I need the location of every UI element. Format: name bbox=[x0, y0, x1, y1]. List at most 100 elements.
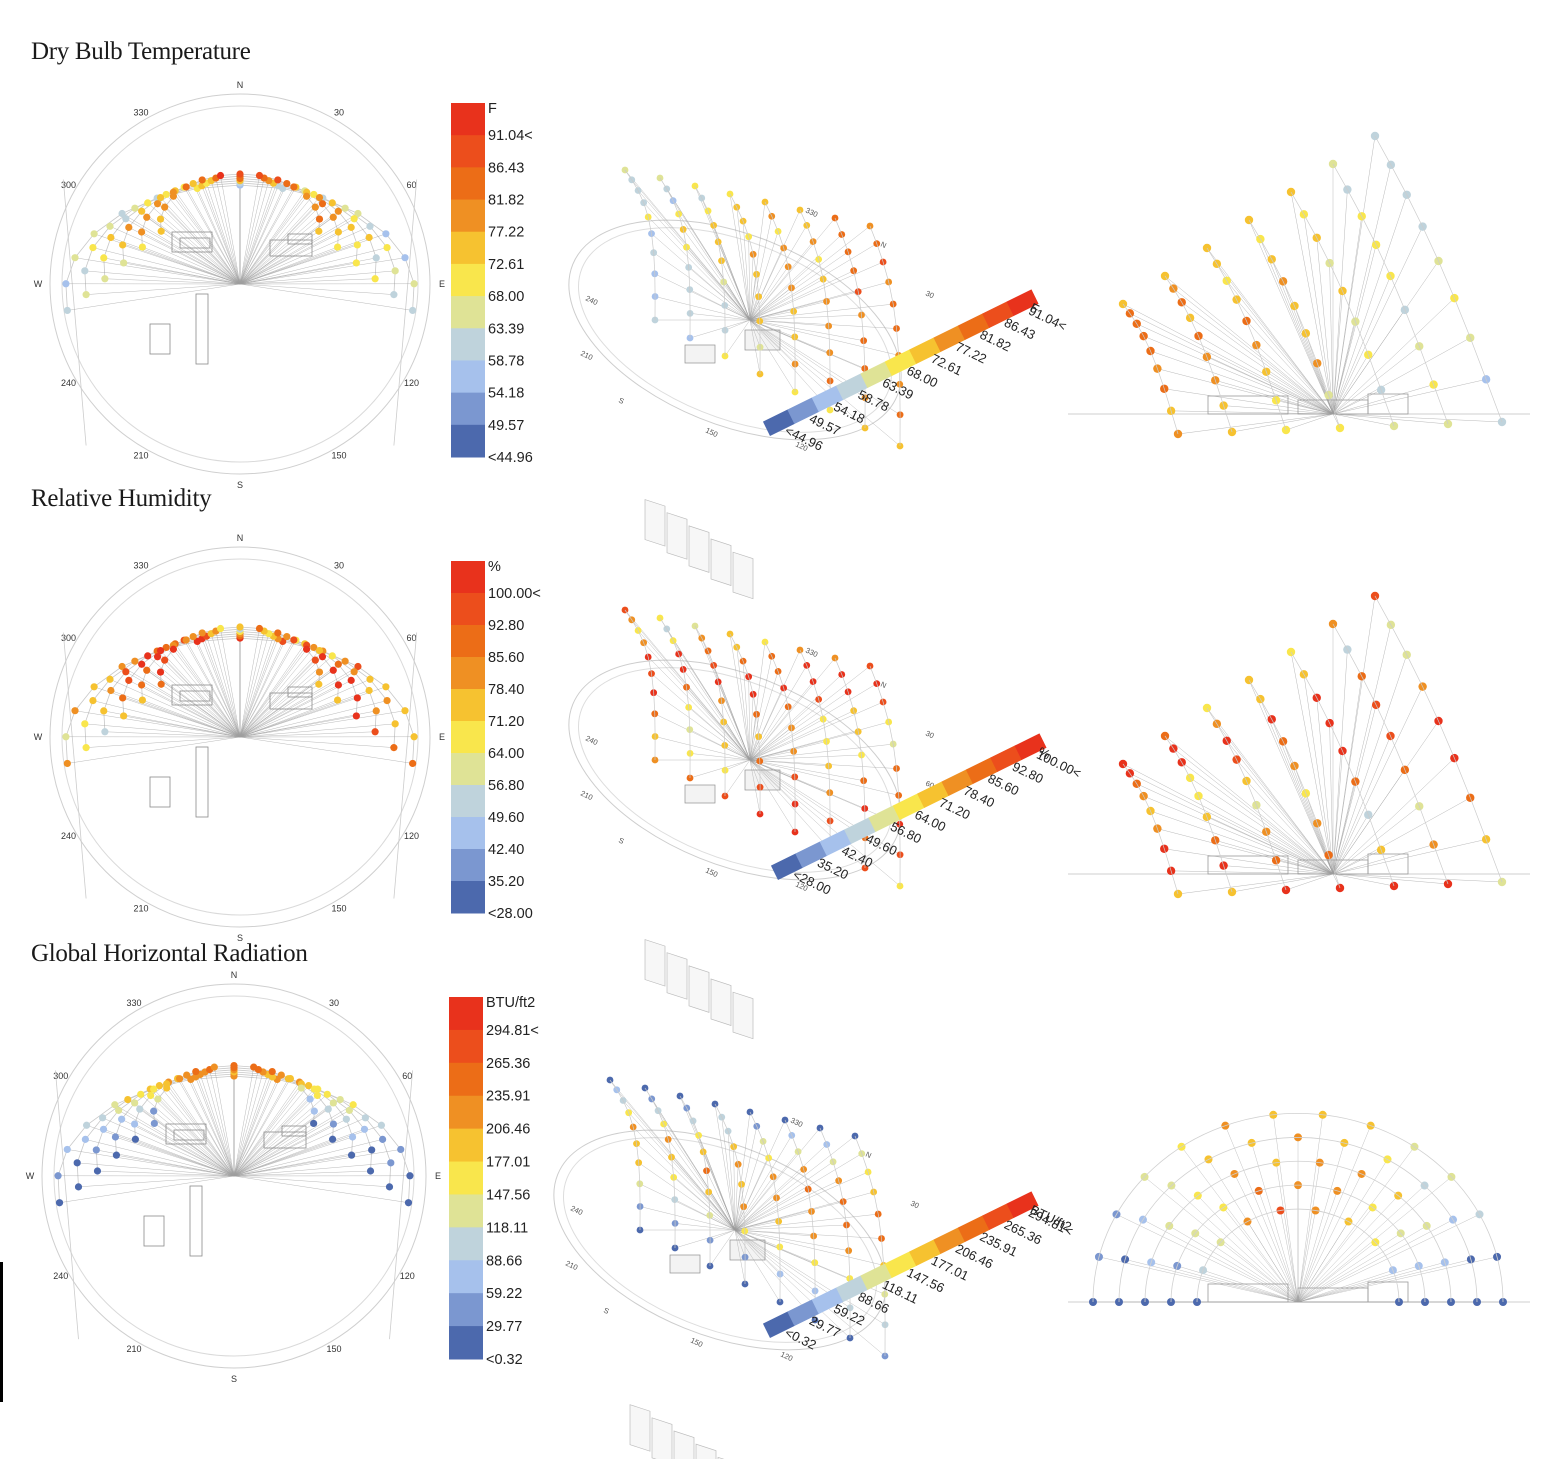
sun-ray bbox=[94, 686, 241, 738]
elevation-sun-ray bbox=[1225, 1125, 1299, 1303]
sun-point bbox=[345, 1106, 353, 1114]
sun-ray bbox=[239, 183, 288, 285]
iso-sun-rays bbox=[624, 609, 901, 887]
iso-sun-ray bbox=[749, 303, 894, 321]
iso-sun-path-arc bbox=[659, 617, 691, 779]
sun-ray bbox=[179, 1078, 235, 1177]
sun-point bbox=[350, 215, 358, 223]
sun-point bbox=[100, 254, 108, 262]
sun-ray bbox=[220, 628, 241, 738]
sun-point bbox=[366, 1167, 375, 1175]
sun-ray bbox=[159, 1085, 235, 1177]
legend-swatch bbox=[909, 337, 942, 364]
sun-point bbox=[310, 643, 318, 652]
sun-point bbox=[360, 1125, 369, 1133]
sun-point bbox=[62, 733, 70, 741]
sun-point bbox=[274, 176, 282, 184]
sun-ray bbox=[78, 1175, 235, 1188]
sun-ray bbox=[134, 1102, 235, 1177]
sun-ray bbox=[195, 1076, 235, 1177]
iso-compass-label: N bbox=[879, 680, 888, 690]
elevation-sun-path-arc bbox=[1196, 1208, 1400, 1303]
elevation-sun-rays bbox=[1122, 595, 1503, 895]
legend-swatch bbox=[449, 1128, 483, 1163]
legend-swatch bbox=[836, 1275, 868, 1302]
legend-swatch bbox=[451, 657, 485, 690]
sun-ray bbox=[239, 715, 357, 738]
iso-compass-label: 330 bbox=[804, 206, 819, 219]
sun-point bbox=[81, 720, 89, 728]
sun-point bbox=[305, 1082, 313, 1090]
iso-sun-ray bbox=[648, 216, 751, 321]
sun-ray bbox=[150, 1095, 235, 1177]
legend-swatch bbox=[451, 199, 485, 233]
elevation-sun-ray bbox=[1206, 356, 1334, 415]
sun-ray bbox=[239, 690, 370, 738]
elevation-sun-ray bbox=[1260, 699, 1334, 875]
iso-sun-ray bbox=[717, 241, 751, 321]
elevation-sun-ray bbox=[1332, 290, 1343, 415]
elevation-sun-ray bbox=[1316, 237, 1334, 415]
elevation-sun-ray bbox=[1297, 1207, 1373, 1303]
sun-point bbox=[137, 228, 146, 236]
sun-point bbox=[125, 676, 133, 684]
iso-sun-path-arc bbox=[624, 609, 656, 761]
iso-sun-ray bbox=[749, 657, 836, 761]
sun-ray bbox=[142, 246, 241, 285]
iso-sun-ray bbox=[633, 1126, 736, 1231]
elevation-sun-ray bbox=[1332, 275, 1391, 415]
compass-north-label: N bbox=[237, 533, 244, 543]
sun-point bbox=[284, 1075, 293, 1083]
elevation-sun-ray bbox=[1332, 413, 1503, 423]
sun-ray bbox=[239, 736, 394, 748]
elevation-sun-rays bbox=[1122, 135, 1503, 435]
sun-point bbox=[156, 215, 165, 223]
building-block bbox=[165, 1123, 207, 1145]
iso-building bbox=[688, 525, 710, 573]
iso-sun-ray bbox=[749, 759, 901, 855]
elevation-building bbox=[1207, 395, 1289, 415]
compass-east-label: E bbox=[439, 732, 445, 742]
elevation-sun-ray bbox=[1297, 1146, 1415, 1303]
legend-swatch bbox=[860, 1263, 893, 1290]
iso-sun-ray bbox=[749, 741, 827, 761]
elevation-sun-ray bbox=[1332, 384, 1434, 415]
sun-ray bbox=[239, 686, 386, 738]
iso-sun-ray bbox=[749, 681, 814, 761]
elevation-sun-ray bbox=[1171, 410, 1334, 415]
iso-sun-ray bbox=[727, 1131, 736, 1231]
iso-sun-ray bbox=[653, 692, 751, 761]
sun-point bbox=[119, 694, 127, 702]
sun-ray bbox=[239, 262, 357, 285]
iso-sun-ray bbox=[723, 721, 751, 761]
sun-point bbox=[107, 233, 115, 242]
elevation-sun-ray bbox=[1297, 1210, 1316, 1303]
sun-ray bbox=[204, 1071, 235, 1177]
section-title-relative-humidity: Relative Humidity bbox=[31, 485, 212, 512]
sun-ray bbox=[128, 680, 241, 738]
building-block bbox=[195, 746, 209, 818]
iso-sun-ray bbox=[668, 1139, 736, 1231]
iso-sun-ray bbox=[748, 676, 751, 761]
iso-sun-ray bbox=[734, 1135, 856, 1231]
sun-point bbox=[169, 192, 178, 200]
iso-sun-ray bbox=[749, 759, 866, 838]
building-block bbox=[143, 1215, 165, 1247]
iso-sun-ray bbox=[749, 683, 877, 761]
building-block bbox=[179, 237, 211, 249]
iso-building bbox=[732, 991, 754, 1040]
iso-sun-ray bbox=[674, 1199, 736, 1231]
elevation-sun-path-arc bbox=[1290, 191, 1395, 427]
sun-point bbox=[169, 645, 178, 653]
sun-ray bbox=[233, 1076, 273, 1177]
legend-swatch bbox=[451, 263, 485, 297]
sun-point bbox=[119, 241, 127, 249]
sun-ray bbox=[166, 1087, 235, 1177]
iso-sun-ray bbox=[749, 759, 796, 805]
iso-sun-ray bbox=[749, 699, 819, 761]
sun-point bbox=[318, 200, 327, 208]
legend-swatch bbox=[917, 781, 950, 808]
sun-point bbox=[350, 668, 358, 676]
sun-point bbox=[354, 209, 362, 218]
iso-sun-ray bbox=[749, 701, 884, 761]
